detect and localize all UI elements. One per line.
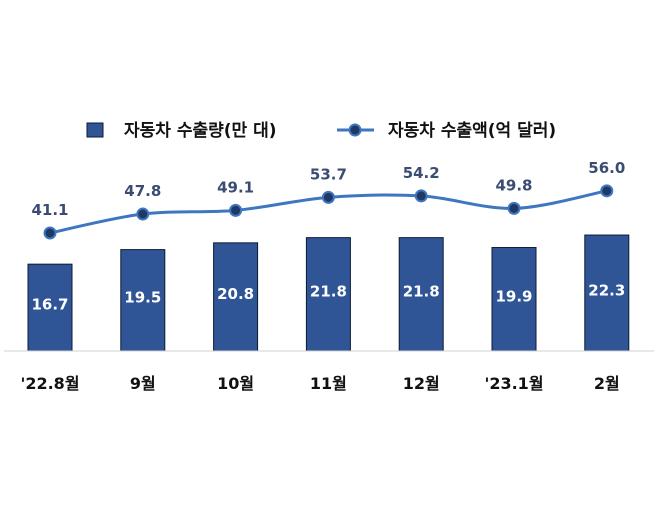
line-value-label: 41.1: [31, 201, 68, 219]
bar: [491, 247, 537, 352]
legend-line-marker: [348, 123, 362, 137]
x-tick-label: '22.8월: [20, 374, 79, 393]
x-tick-label: 10월: [217, 374, 254, 393]
bar-value-label: 19.5: [124, 288, 161, 306]
line-value-label: 49.8: [495, 176, 532, 194]
x-axis-ticks: '22.8월 9월 10월 11월 12월 '23.1월 2월: [20, 374, 619, 393]
bar: [305, 237, 351, 352]
x-tick-label: 2월: [594, 374, 620, 393]
line-point: [321, 190, 335, 204]
line-value-label: 56.0: [588, 159, 625, 177]
legend-bar-label: 자동차 수출량(만 대): [124, 121, 277, 141]
line-point: [136, 207, 150, 221]
x-tick-label: 9월: [130, 374, 156, 393]
line-value-label: 49.1: [217, 178, 254, 196]
line-series: 41.1 47.8 49.1 53.7 54.2 49.8 56.0: [31, 159, 625, 240]
bar-series: 16.7 19.5 20.8 21.8 21.8 19.9 22.3: [27, 234, 630, 352]
line-point: [229, 203, 243, 217]
x-tick-label: '23.1월: [484, 374, 543, 393]
bar: [120, 249, 166, 352]
line-value-label: 47.8: [124, 182, 161, 200]
legend-bar-swatch: [86, 122, 104, 138]
x-tick-label: 11월: [310, 374, 347, 393]
legend: 자동차 수출량(만 대) 자동차 수출액(억 달러): [86, 120, 556, 141]
line-value-label: 54.2: [403, 164, 440, 182]
bar-value-label: 22.3: [588, 281, 625, 299]
line-point: [43, 226, 57, 240]
bar: [584, 234, 630, 352]
bar: [398, 237, 444, 352]
bar-value-label: 16.7: [31, 295, 68, 313]
line-point: [600, 184, 614, 198]
line-point: [414, 189, 428, 203]
legend-line-label: 자동차 수출액(억 달러): [388, 120, 556, 141]
bar-value-label: 20.8: [217, 285, 254, 303]
line-value-label: 53.7: [310, 165, 347, 183]
bar-value-label: 19.9: [495, 287, 532, 305]
bar-value-label: 21.8: [403, 283, 440, 301]
x-tick-label: 12월: [403, 374, 440, 393]
line-point: [507, 201, 521, 215]
bar-value-label: 21.8: [310, 283, 347, 301]
